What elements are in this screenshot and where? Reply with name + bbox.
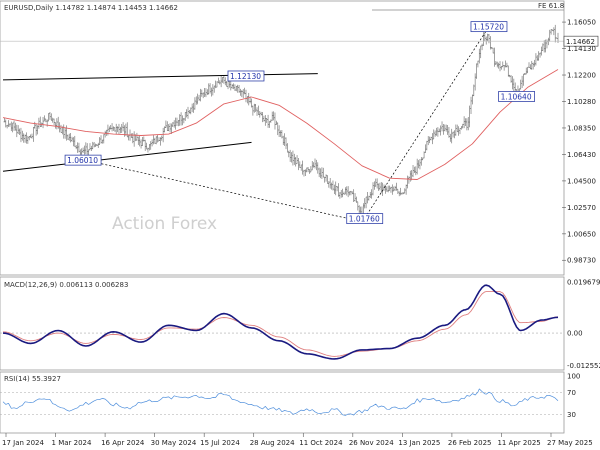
x-tick-label: 17 Jan 2024: [2, 439, 45, 447]
trend-line: [85, 159, 365, 223]
rsi-y-tick-label: 100: [567, 373, 580, 381]
x-tick-label: 15 Jul 2024: [200, 439, 240, 447]
price-annotation-label: 1.01760: [349, 215, 380, 224]
price-y-tick-label: 1.06430: [567, 151, 596, 159]
macd-label: MACD(12,26,9) 0.006113 0.006283: [4, 281, 128, 289]
x-tick-label: 26 Nov 2024: [349, 439, 394, 447]
x-tick-label: 26 Feb 2025: [448, 439, 492, 447]
corner-label: FE 61.8: [538, 2, 564, 10]
trend-line: [2, 73, 318, 81]
x-tick-label: 1 Mar 2024: [52, 439, 92, 447]
rsi-panel-frame: [0, 371, 565, 434]
price-annotation-label: 1.10640: [501, 92, 532, 101]
price-annotation-box: [498, 91, 535, 102]
price-annotation-box: [64, 154, 102, 166]
watermark: Action Forex: [112, 214, 217, 234]
x-tick-label: 16 Apr 2024: [101, 439, 145, 447]
x-tick-label: 28 Aug 2024: [250, 439, 295, 447]
rsi-line: [2, 388, 559, 416]
x-tick-label: 11 Oct 2024: [299, 439, 343, 447]
axis-ticks-group: 1.16050 1.14130 1.12200 1.10280 1.08350 1.064…: [2, 19, 600, 447]
price-annotation-box: [346, 213, 384, 224]
price-y-tick-label: 1.14130: [567, 45, 596, 53]
price-y-tick-label: 1.04500: [567, 177, 596, 185]
price-annotation-box: [470, 21, 508, 33]
price-annotation-label: 1.12130: [230, 72, 261, 81]
x-tick-label: 13 Jan 2025: [398, 439, 440, 447]
price-y-tick-label: 1.02570: [567, 204, 596, 212]
price-annotation-box: [227, 70, 265, 82]
price-annotation-label: 1.06010: [67, 156, 98, 165]
macd-panel-frame: [0, 276, 565, 371]
price-annotation-label: 1.15720: [473, 23, 504, 32]
chart-title: EURUSD,Daily 1.14782 1.14874 1.14453 1.1…: [4, 4, 178, 12]
macd-y-tick-label: -0.012552: [567, 362, 600, 370]
x-tick-label: 11 Apr 2025: [497, 439, 540, 447]
macd-y-tick-label: 0.00: [567, 330, 583, 338]
trend-line: [2, 141, 252, 172]
price-y-tick-label: 1.10280: [567, 98, 596, 106]
price-y-tick-label: 1.00650: [567, 230, 596, 238]
rsi-y-tick-label: 70: [567, 389, 576, 397]
x-tick-label: 27 May 2025: [547, 439, 593, 447]
sma-line: [2, 69, 559, 180]
price-panel-frame: [0, 0, 565, 276]
rsi-y-tick-label: 30: [567, 411, 576, 419]
macd-line: [2, 284, 559, 360]
price-y-tick-label: 1.08350: [567, 124, 596, 132]
trend-line: [364, 26, 490, 219]
price-y-tick-label: 0.98730: [567, 257, 596, 265]
rsi-series-group: [0, 388, 564, 416]
price-y-tick-label: 1.16050: [567, 19, 596, 27]
macd-y-tick-label: 0.019679: [567, 279, 600, 287]
macd-series-group: [0, 284, 564, 360]
current-price-badge: [563, 35, 599, 47]
current-price-label: 1.14662: [566, 38, 595, 46]
rsi-label: RSI(14) 55.3927: [4, 375, 61, 383]
price-y-tick-label: 1.12200: [567, 72, 596, 80]
x-tick-label: 30 May 2024: [151, 439, 197, 447]
price-series-group: 1.12130 1.06010 1.01760 1.15720 1.10640: [0, 9, 564, 224]
